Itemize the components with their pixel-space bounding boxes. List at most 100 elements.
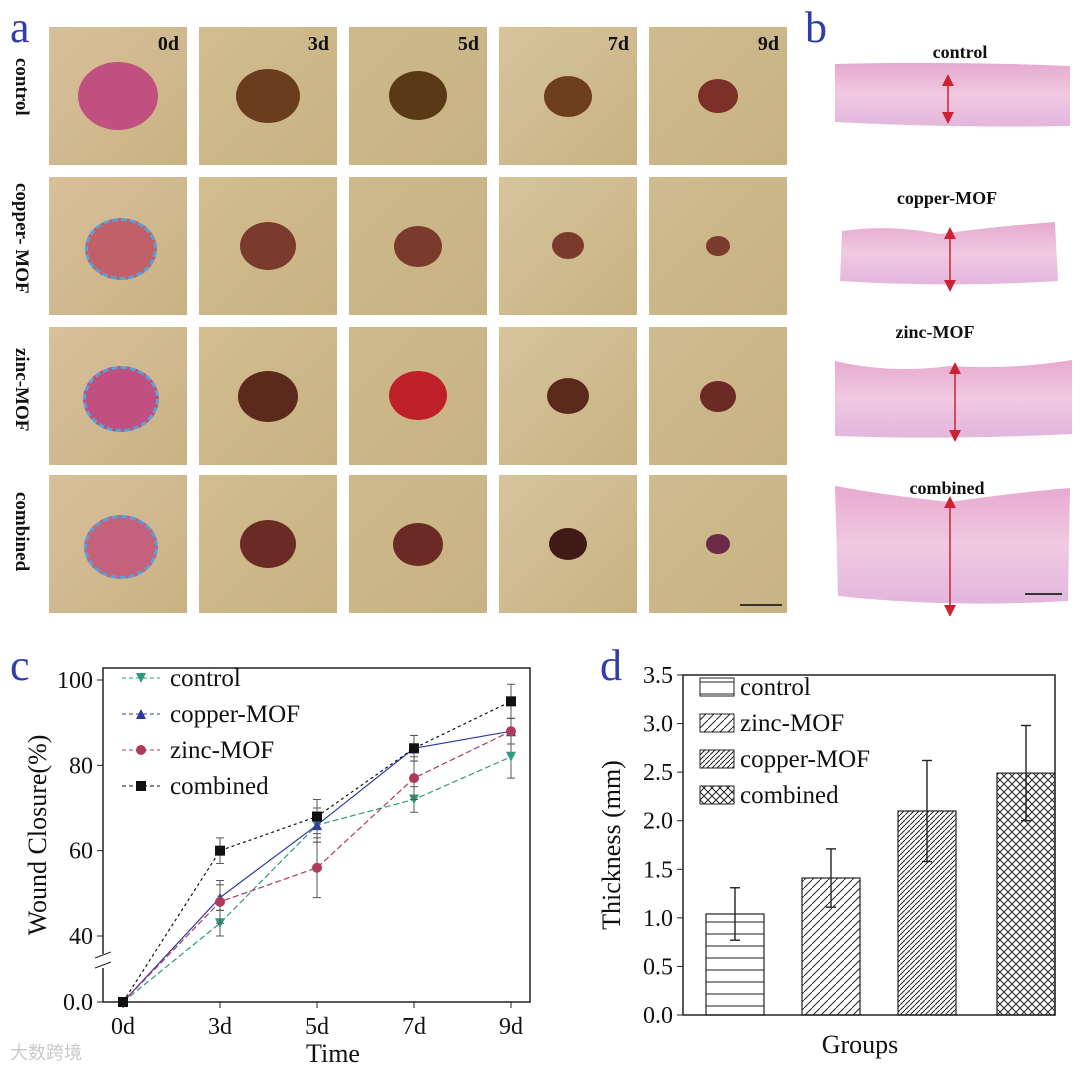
row-label-copper-mof: copper- MOF — [11, 183, 32, 294]
x-tick-label: 7d — [402, 1014, 426, 1040]
panel-letter-d: d — [600, 641, 622, 690]
wound-spot — [84, 515, 158, 580]
thickness-chart: 0.0 0.5 1.0 1.5 2.0 2.5 3.0 3.5 Thickness (mm) Gr… — [597, 663, 1056, 1059]
y-tick-label: 60 — [69, 839, 93, 865]
histology-section-control — [835, 62, 1070, 127]
wound-spot — [544, 75, 592, 117]
photo-tile-combined-7d — [499, 475, 637, 613]
y-tick-label: 40 — [69, 924, 93, 950]
photo-tile-copper-mof-7d — [499, 177, 637, 315]
photo-scale-bar — [740, 604, 782, 606]
wound-spot — [706, 533, 730, 554]
photo-tile-control-7d: 7d — [499, 27, 637, 165]
day-label-0d: 0d — [157, 33, 179, 55]
data-point-combined-9d — [506, 696, 516, 707]
legend-label-combined: combined — [740, 782, 839, 809]
photo-tile-combined-5d — [349, 475, 487, 613]
wound-spot — [700, 380, 736, 412]
row-label-zinc-mof: zinc-MOF — [11, 348, 32, 432]
x-axis-label: Groups — [822, 1030, 899, 1059]
wound-spot — [547, 378, 589, 415]
wound-spot — [552, 232, 584, 260]
wound-spot — [549, 527, 587, 560]
wound-spot — [240, 222, 296, 271]
wound-spot — [394, 225, 442, 267]
histology-section-zinc-mof — [835, 360, 1072, 438]
y-tick-label: 0.0 — [63, 990, 93, 1016]
photo-tile-zinc-mof-0d — [49, 327, 187, 465]
series-combined: combined — [118, 683, 516, 1007]
day-label-5d: 5d — [457, 33, 479, 55]
legend-label-control: control — [740, 674, 811, 701]
y-tick-label: 0.5 — [643, 954, 673, 980]
axis-break-mark — [94, 951, 112, 959]
data-point-zinc-mof-7d — [409, 773, 419, 784]
photo-tile-control-9d: 9d — [649, 27, 787, 165]
histology-label-control: control — [932, 42, 988, 62]
photo-tile-copper-mof-9d — [649, 177, 787, 315]
legend-swatch-combined — [699, 785, 735, 805]
histology-section-combined — [835, 486, 1070, 604]
photo-tile-zinc-mof-3d — [199, 327, 337, 465]
data-point-zinc-mof-3d — [215, 896, 225, 907]
y-tick-label: 1.0 — [643, 906, 673, 932]
legend-marker-zinc-mof — [136, 745, 146, 755]
y-tick-label: 0.0 — [643, 1003, 673, 1029]
y-axis-label: Thickness (mm) — [597, 760, 626, 930]
wound-spot — [389, 371, 447, 421]
legend-label-zinc-mof: zinc-MOF — [740, 710, 844, 737]
x-tick-label: 9d — [499, 1014, 523, 1040]
y-tick-label: 100 — [57, 668, 93, 694]
wound-spot — [236, 68, 300, 123]
histology-sections — [835, 62, 1072, 616]
wound-spot — [83, 366, 159, 433]
legend-marker-combined — [136, 781, 146, 791]
row-label-control: control — [11, 58, 32, 116]
data-point-combined-3d — [215, 845, 225, 856]
day-label-3d: 3d — [307, 33, 329, 55]
legend-label-copper-mof: copper-MOF — [170, 701, 300, 728]
legend-swatch-copper-mof — [699, 749, 735, 769]
legend-label-zinc-mof: zinc-MOF — [170, 737, 274, 764]
wound-closure-chart: 0.0 40 60 80 100 0d 3d 5d 7d 9d Time Wound Closure(… — [23, 665, 531, 1068]
photo-tile-copper-mof-3d — [199, 177, 337, 315]
legend-label-copper-mof: copper-MOF — [740, 746, 870, 773]
x-tick-label: 3d — [208, 1014, 232, 1040]
histology-label-combined: combined — [909, 478, 985, 498]
photo-tile-combined-9d — [649, 475, 787, 613]
series-line-zinc-mof — [122, 730, 512, 1003]
axis-break-gap — [97, 954, 109, 968]
photo-tile-copper-mof-5d — [349, 177, 487, 315]
wound-spot — [389, 71, 447, 121]
y-axis-label: Wound Closure(%) — [23, 735, 52, 936]
histology-label-copper-mof: copper-MOF — [896, 188, 998, 208]
y-tick-label: 1.5 — [643, 857, 673, 883]
photo-tile-control-3d: 3d — [199, 27, 337, 165]
data-point-zinc-mof-9d — [506, 726, 516, 737]
photo-tile-zinc-mof-9d — [649, 327, 787, 465]
y-tick-label: 2.0 — [643, 809, 673, 835]
legend-swatch-control — [699, 677, 735, 697]
wound-spot — [393, 522, 443, 566]
photo-tile-copper-mof-0d — [49, 177, 187, 315]
panel-letter-b: b — [805, 3, 827, 52]
histology-label-zinc-mof: zinc-MOF — [895, 322, 975, 342]
series-zinc-mof: zinc-MOF — [118, 717, 516, 1007]
data-point-control-9d — [506, 751, 516, 762]
photo-tile-control-0d: 0d — [49, 27, 187, 165]
histology-section-copper-mof — [840, 222, 1058, 285]
y-tick-label: 3.5 — [643, 663, 673, 689]
photo-tile-combined-0d — [49, 475, 187, 613]
panel-letter-a: a — [10, 3, 30, 52]
axis-break-mark — [94, 961, 112, 969]
row-label-combined: combined — [11, 492, 32, 572]
day-label-9d: 9d — [757, 33, 779, 55]
legend-swatch-zinc-mof — [699, 713, 735, 733]
data-point-combined-5d — [312, 811, 322, 822]
panel-letter-c: c — [10, 641, 30, 690]
photo-tile-zinc-mof-7d — [499, 327, 637, 465]
legend-label-control: control — [170, 665, 241, 692]
photo-tile-control-5d: 5d — [349, 27, 487, 165]
wound-spot — [240, 520, 296, 569]
y-tick-label: 3.0 — [643, 712, 673, 738]
